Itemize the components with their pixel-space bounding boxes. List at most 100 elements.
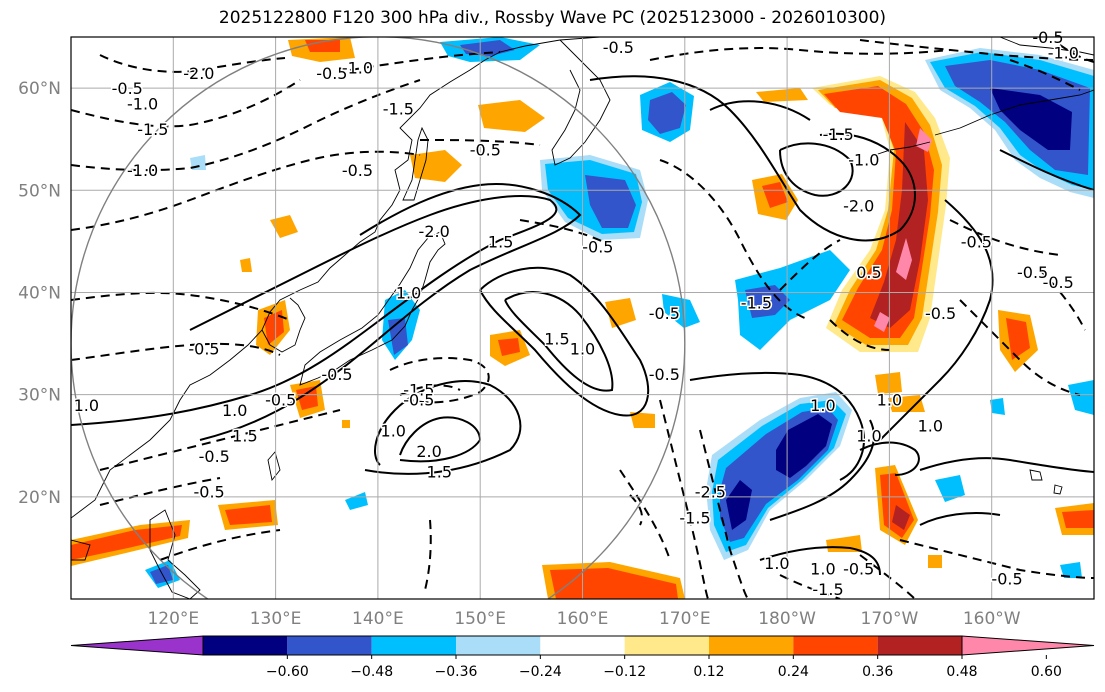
longitude-labels: 120°E 130°E 140°E 150°E 160°E 170°E 180°W 170°W… (147, 609, 1020, 629)
contour-label: 0.5 (856, 263, 881, 282)
contour-label: 1.5 (488, 232, 513, 251)
longitude-label: 130°E (250, 609, 302, 629)
latitude-labels: 20°N 30°N 40°N 50°N 60°N (18, 79, 61, 508)
positive-divergence-area (264, 310, 284, 345)
contour-label: -2.5 (695, 483, 726, 502)
negative-divergence-area (1068, 380, 1094, 415)
colorbar-tick-label: 0.36 (862, 664, 893, 680)
contour-label: -0.5 (342, 161, 373, 180)
positive-divergence-area (892, 505, 910, 530)
colorbar-segment (877, 636, 962, 655)
contour-label: -0.5 (193, 483, 224, 502)
colorbar-segment (456, 636, 541, 655)
negative-divergence-area (990, 398, 1005, 415)
positive-divergence-area (498, 338, 520, 356)
negative-divergence-area (745, 285, 790, 318)
contour-label: -2.0 (183, 64, 214, 83)
colorbar-tick-label: 0.12 (693, 664, 724, 680)
contour-label: 1.0 (396, 283, 421, 302)
contour-label: -1.0 (1048, 43, 1079, 62)
longitude-label: 160°E (557, 609, 609, 629)
contour-label: -0.5 (1017, 263, 1048, 282)
contour-label: -1.5 (383, 100, 414, 119)
positive-divergence-area (605, 298, 636, 328)
negative-divergence-area (648, 92, 686, 134)
colorbar-extend-low (70, 635, 204, 656)
latitude-label: 40°N (18, 283, 61, 303)
colorbar-segment (624, 636, 709, 655)
contour-label: 1.5 (232, 427, 257, 446)
positive-divergence-area (478, 100, 545, 132)
longitude-label: 140°E (352, 609, 404, 629)
colorbar-segment (709, 636, 794, 655)
contour-label: -1.5 (403, 381, 434, 400)
contour-label: -0.5 (112, 79, 143, 98)
positive-divergence-area (870, 122, 928, 328)
colorbar-tick-label: −0.24 (519, 664, 562, 680)
positive-divergence-area (874, 128, 932, 332)
contour-label: 1.0 (918, 416, 943, 435)
contour-label: -0.5 (991, 570, 1022, 589)
positive-divergence-area (630, 412, 655, 428)
negative-divergence-area (345, 492, 368, 510)
contour-label: -1.5 (823, 125, 854, 144)
positive-divergence-area (410, 150, 462, 182)
contour-label: -0.5 (649, 365, 680, 384)
negative-divergence-area (1060, 562, 1082, 578)
positive-divergence-area (1006, 318, 1030, 360)
range-circle (71, 37, 686, 599)
contour-label: -0.5 (316, 64, 347, 83)
contour-label: 1.0 (222, 401, 247, 420)
contour-label: -2.0 (843, 197, 874, 216)
contour-label: -1.0 (342, 59, 373, 78)
map-frame (70, 36, 1095, 600)
positive-divergence-area (225, 505, 272, 525)
longitude-label: 120°E (147, 609, 199, 629)
negative-divergence-area (735, 250, 850, 350)
positive-divergence-area (1062, 510, 1094, 528)
colorbar-segment (371, 636, 456, 655)
contour-label: -0.5 (649, 304, 680, 323)
contour-label: -1.0 (127, 94, 158, 113)
contour-label: -1.0 (127, 161, 158, 180)
contour-label: 1.0 (877, 391, 902, 410)
contour-label: -0.5 (603, 38, 634, 57)
contour-label: 1.0 (764, 554, 789, 573)
latitude-label: 30°N (18, 386, 61, 406)
contour-lines (71, 39, 1094, 599)
contour-label: -1.5 (679, 508, 710, 527)
positive-divergence-area (71, 525, 182, 560)
contour-label: 1.0 (74, 396, 99, 415)
colorbar-tick-label: −0.12 (603, 664, 646, 680)
contour-label: -0.5 (265, 391, 296, 410)
contour-label: -0.5 (199, 447, 230, 466)
colorbar-extend-high (961, 635, 1095, 656)
colorbar-segment (793, 636, 878, 655)
contour-label: 1.0 (810, 559, 835, 578)
contour-label: -0.5 (961, 232, 992, 251)
contour-label: 1.0 (810, 396, 835, 415)
map-grid (71, 37, 1094, 599)
colorbar-frame (202, 635, 963, 656)
colorbar-tick-label: −0.60 (266, 664, 309, 680)
contour-label: -1.0 (848, 151, 879, 170)
colorbar: −0.60 −0.48 −0.36 −0.24 −0.12 0.12 0.24 0.36 0.4… (70, 635, 1095, 680)
latitude-label: 60°N (18, 79, 61, 99)
contour-labels: -0.5-1.0-2.0-1.0-0.5-1.5-1.0 -0.5-1.5-0.5… (72, 27, 1080, 601)
negative-divergence-area (990, 88, 1072, 150)
negative-divergence-area (662, 294, 700, 328)
positive-divergence-area (270, 215, 298, 238)
contour-label: 1.0 (570, 340, 595, 359)
longitude-label: 170°W (861, 609, 919, 629)
latitude-label: 50°N (18, 181, 61, 201)
contour-label: -2.0 (419, 222, 450, 241)
contour-label: -0.5 (470, 140, 501, 159)
longitude-label: 180°W (758, 609, 816, 629)
colorbar-tick-label: 0.24 (778, 664, 809, 680)
contour-label: -1.5 (137, 120, 168, 139)
contour-label: 1.5 (427, 462, 452, 481)
divergence-shading (71, 37, 1094, 599)
negative-divergence-area (585, 175, 636, 228)
contour-label: -0.5 (843, 559, 874, 578)
colorbar-tick-label: 0.60 (1031, 664, 1062, 680)
